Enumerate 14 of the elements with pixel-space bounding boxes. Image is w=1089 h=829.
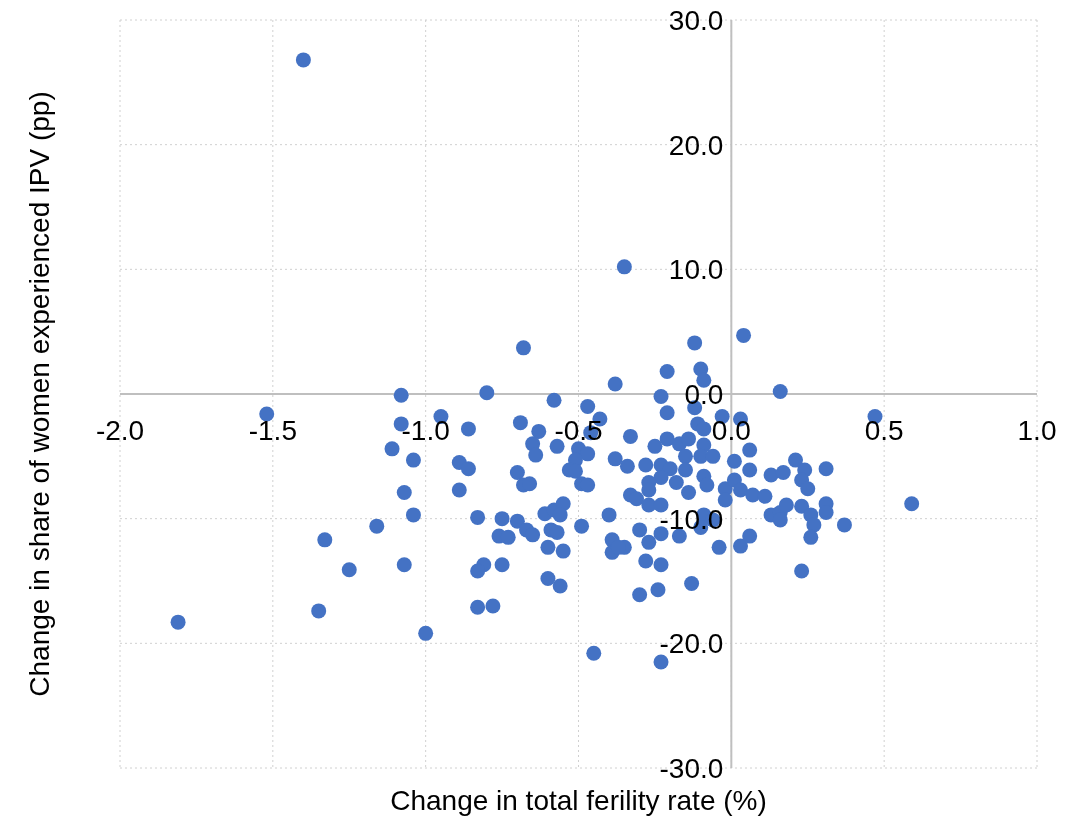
y-tick-label: -30.0 [659, 753, 724, 784]
x-tick-label: 0.0 [711, 415, 751, 446]
y-axis-title: Change in share of women experienced IPV (pp) [24, 91, 56, 697]
y-tick-label: 30.0 [668, 5, 724, 36]
y-tick-label: -20.0 [659, 628, 724, 660]
x-tick-label: -1.5 [248, 415, 297, 446]
x-tick-label: 1.0 [1017, 415, 1057, 446]
x-tick-label: -1.0 [401, 415, 450, 446]
x-axis-title: Change in total ferility rate (%) [389, 785, 768, 817]
y-tick-label: 0.0 [684, 379, 724, 410]
x-tick-label: -2.0 [95, 415, 145, 446]
y-tick-label: 20.0 [668, 129, 724, 161]
x-tick-label: 0.5 [864, 415, 904, 446]
y-tick-label: 10.0 [668, 254, 724, 286]
